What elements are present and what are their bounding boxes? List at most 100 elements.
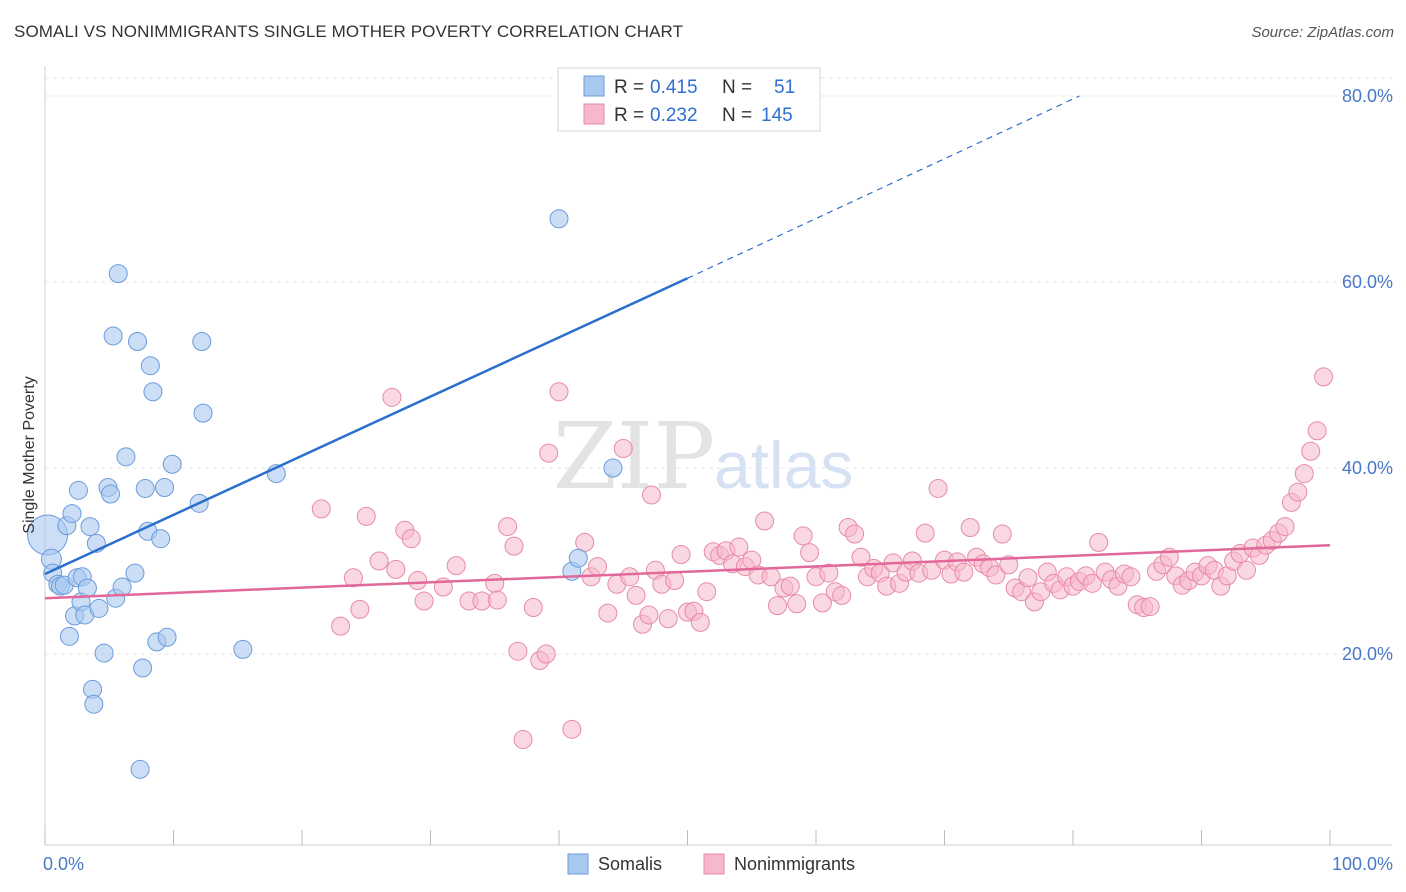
nonimmigrants-point-28 (575, 532, 595, 552)
nonimmigrants-point-38 (642, 485, 662, 505)
somalis-point-28 (116, 447, 136, 467)
bottom-legend-swatch-nonimmigrants (703, 853, 725, 875)
nonimmigrants-point-47 (697, 582, 717, 602)
y-tick-label-3: 80.0% (1342, 86, 1393, 106)
nonimmigrants-point-2 (343, 568, 363, 588)
nonimmigrants-point-9 (401, 529, 421, 549)
nonimmigrants-point-137 (1275, 517, 1295, 537)
legend-r-value-2: 0.232 (650, 105, 698, 126)
bottom-legend: Somalis Nonimmigrants (567, 853, 855, 875)
nonimmigrants-point-94 (999, 555, 1019, 575)
y-tick-label-1: 40.0% (1342, 458, 1393, 478)
somalis-point-43 (192, 332, 212, 352)
nonimmigrants-point-17 (487, 590, 507, 610)
x-tick-label-1: 100.0% (1332, 854, 1393, 874)
somalis-trend-line (44, 277, 689, 576)
nonimmigrants-point-83 (928, 478, 948, 498)
somalis-point-50 (603, 458, 623, 478)
nonimmigrants-point-0 (311, 499, 331, 519)
nonimmigrants-point-20 (508, 641, 528, 661)
somalis-point-27 (112, 577, 132, 597)
nonimmigrants-point-113 (1121, 567, 1141, 587)
nonimmigrants-point-24 (539, 443, 559, 463)
trend-lines (44, 95, 1331, 600)
nonimmigrants-point-97 (1018, 568, 1038, 588)
y-tick-label-2: 60.0% (1342, 272, 1393, 292)
legend-n-value-1: 51 (774, 77, 795, 98)
nonimmigrants-point-1 (331, 616, 351, 636)
somalis-point-33 (135, 478, 155, 498)
somalis-point-23 (101, 484, 121, 504)
somalis-point-32 (133, 658, 153, 678)
somalis-point-16 (80, 517, 100, 537)
somalis-point-44 (193, 403, 213, 423)
legend-r-label-2: R = (614, 105, 644, 126)
nonimmigrants-point-93 (992, 524, 1012, 544)
nonimmigrants-point-21 (513, 730, 533, 750)
nonimmigrants-point-27 (562, 719, 582, 739)
nonimmigrants-point-56 (755, 511, 775, 531)
nonimmigrants-point-71 (851, 547, 871, 567)
somalis-point-38 (151, 529, 171, 549)
legend-n-label-2: N = (722, 105, 752, 126)
legend-swatch-nonimmigrants (583, 103, 605, 125)
somalis-point-45 (233, 639, 253, 659)
nonimmigrants-point-142 (1307, 421, 1327, 441)
nonimmigrants-point-4 (356, 506, 376, 526)
bottom-legend-nonimmigrants: Nonimmigrants (734, 854, 855, 874)
watermark: ZIP atlas (553, 403, 853, 510)
legend: R = 0.415 N = 51 R = 0.232 N = 145 (557, 67, 821, 132)
nonimmigrants-point-107 (1082, 573, 1102, 593)
somalis-point-49 (568, 548, 588, 568)
somalis-point-15 (77, 578, 97, 598)
nonimmigrants-point-60 (780, 576, 800, 596)
nonimmigrants-point-131 (1236, 560, 1256, 580)
somalis-point-31 (130, 759, 150, 779)
nonimmigrants-point-34 (620, 567, 640, 587)
somalis-point-21 (94, 643, 114, 663)
nonimmigrants-point-43 (671, 544, 691, 564)
nonimmigrants-point-87 (954, 562, 974, 582)
y-tick-label-0: 20.0% (1342, 644, 1393, 664)
somalis-point-8 (62, 504, 82, 524)
nonimmigrants-point-92 (986, 565, 1006, 585)
nonimmigrants-point-11 (414, 591, 434, 611)
nonimmigrants-point-81 (915, 523, 935, 543)
somalis-point-36 (143, 382, 163, 402)
somalis-point-7 (59, 626, 79, 646)
legend-n-label-1: N = (722, 77, 752, 98)
nonimmigrants-point-25 (536, 644, 556, 664)
nonimmigrants-point-7 (386, 559, 406, 579)
nonimmigrants-point-139 (1288, 482, 1308, 502)
somalis-point-20 (89, 598, 109, 618)
nonimmigrants-point-42 (665, 571, 685, 591)
nonimmigrants-point-16 (485, 573, 505, 593)
nonimmigrants-point-66 (819, 563, 839, 583)
x-tick-labels: 0.0% 100.0% (43, 854, 1393, 874)
nonimmigrants-point-41 (658, 609, 678, 629)
nonimmigrants-point-46 (690, 612, 710, 632)
nonimmigrants-point-88 (960, 518, 980, 538)
nonimmigrants-point-22 (523, 598, 543, 617)
source-credit: Source: ZipAtlas.com (1251, 24, 1394, 41)
somalis-point-30 (128, 332, 148, 352)
nonimmigrants-point-26 (549, 382, 569, 402)
watermark-atlas: atlas (714, 428, 853, 502)
somalis-point-26 (108, 264, 128, 284)
nonimmigrants-point-30 (588, 557, 608, 577)
nonimmigrants-point-141 (1301, 441, 1321, 461)
somalis-point-29 (125, 563, 145, 583)
nonimmigrants-point-68 (832, 585, 852, 605)
nonimmigrants-points (311, 367, 1334, 750)
watermark-zip: ZIP (553, 403, 715, 510)
nonimmigrants-point-62 (793, 526, 813, 546)
somalis-point-39 (155, 478, 175, 498)
nonimmigrants-point-35 (626, 585, 646, 605)
nonimmigrants-point-33 (613, 438, 633, 458)
somalis-point-18 (84, 694, 104, 714)
legend-n-value-2: 145 (761, 105, 793, 126)
y-axis-label: Single Mother Poverty (21, 376, 38, 533)
nonimmigrants-point-58 (767, 596, 787, 616)
somalis-point-11 (68, 480, 88, 500)
